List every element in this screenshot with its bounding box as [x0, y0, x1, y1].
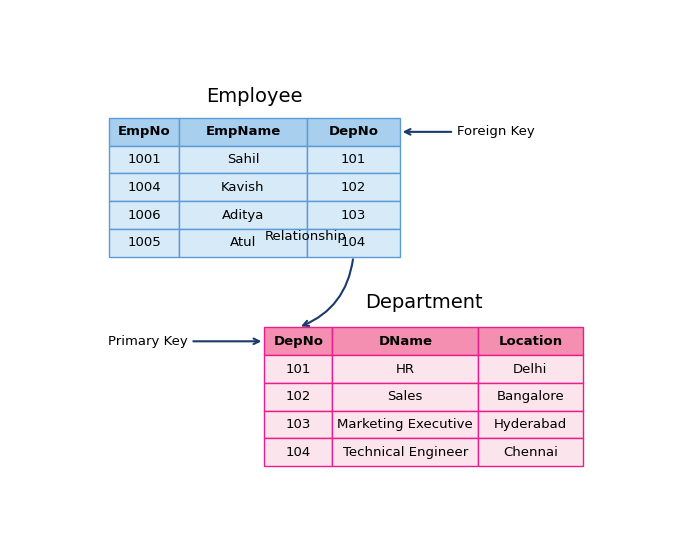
- Text: 101: 101: [286, 363, 311, 376]
- Text: 1004: 1004: [127, 181, 161, 194]
- Bar: [307, 146, 400, 173]
- Text: 102: 102: [341, 181, 366, 194]
- Text: Relationship: Relationship: [265, 230, 347, 243]
- Text: DepNo: DepNo: [328, 125, 378, 138]
- Text: Bangalore: Bangalore: [496, 390, 564, 403]
- Text: Atul: Atul: [230, 236, 256, 249]
- Bar: [332, 438, 478, 466]
- Bar: [264, 438, 332, 466]
- Bar: [179, 201, 307, 229]
- Bar: [109, 118, 179, 146]
- Bar: [109, 229, 179, 257]
- Bar: [307, 201, 400, 229]
- Bar: [332, 383, 478, 411]
- Text: 104: 104: [286, 446, 311, 459]
- Bar: [478, 328, 582, 355]
- Bar: [109, 146, 179, 173]
- Text: 104: 104: [341, 236, 366, 249]
- Text: Employee: Employee: [206, 87, 303, 106]
- Text: Department: Department: [365, 293, 482, 312]
- Bar: [109, 173, 179, 201]
- Bar: [179, 118, 307, 146]
- Bar: [307, 118, 400, 146]
- Text: Kavish: Kavish: [221, 181, 265, 194]
- Text: 103: 103: [341, 208, 366, 222]
- Text: EmpNo: EmpNo: [118, 125, 171, 138]
- Bar: [307, 173, 400, 201]
- Text: Sahil: Sahil: [227, 153, 259, 166]
- Text: Primary Key: Primary Key: [108, 335, 188, 348]
- Text: 102: 102: [286, 390, 311, 403]
- Bar: [478, 383, 582, 411]
- Text: HR: HR: [395, 363, 414, 376]
- Text: 1001: 1001: [127, 153, 161, 166]
- Text: Delhi: Delhi: [513, 363, 547, 376]
- Bar: [179, 146, 307, 173]
- Text: DepNo: DepNo: [273, 335, 323, 348]
- Bar: [478, 438, 582, 466]
- Text: 103: 103: [286, 418, 311, 431]
- Text: Chennai: Chennai: [503, 446, 558, 459]
- Text: 101: 101: [341, 153, 366, 166]
- Text: EmpName: EmpName: [205, 125, 281, 138]
- Bar: [264, 355, 332, 383]
- Text: Aditya: Aditya: [222, 208, 264, 222]
- Text: Hyderabad: Hyderabad: [494, 418, 567, 431]
- Bar: [179, 173, 307, 201]
- Bar: [179, 229, 307, 257]
- Bar: [332, 328, 478, 355]
- Bar: [109, 201, 179, 229]
- Text: 1005: 1005: [127, 236, 161, 249]
- Bar: [307, 229, 400, 257]
- Bar: [264, 411, 332, 438]
- Bar: [264, 328, 332, 355]
- Text: 1006: 1006: [127, 208, 161, 222]
- Text: Foreign Key: Foreign Key: [457, 125, 535, 138]
- Text: Technical Engineer: Technical Engineer: [342, 446, 468, 459]
- Text: DName: DName: [378, 335, 433, 348]
- Text: Sales: Sales: [388, 390, 423, 403]
- Text: Marketing Executive: Marketing Executive: [337, 418, 473, 431]
- Bar: [478, 411, 582, 438]
- Bar: [332, 355, 478, 383]
- Text: Location: Location: [498, 335, 563, 348]
- Bar: [478, 355, 582, 383]
- Bar: [264, 383, 332, 411]
- Bar: [332, 411, 478, 438]
